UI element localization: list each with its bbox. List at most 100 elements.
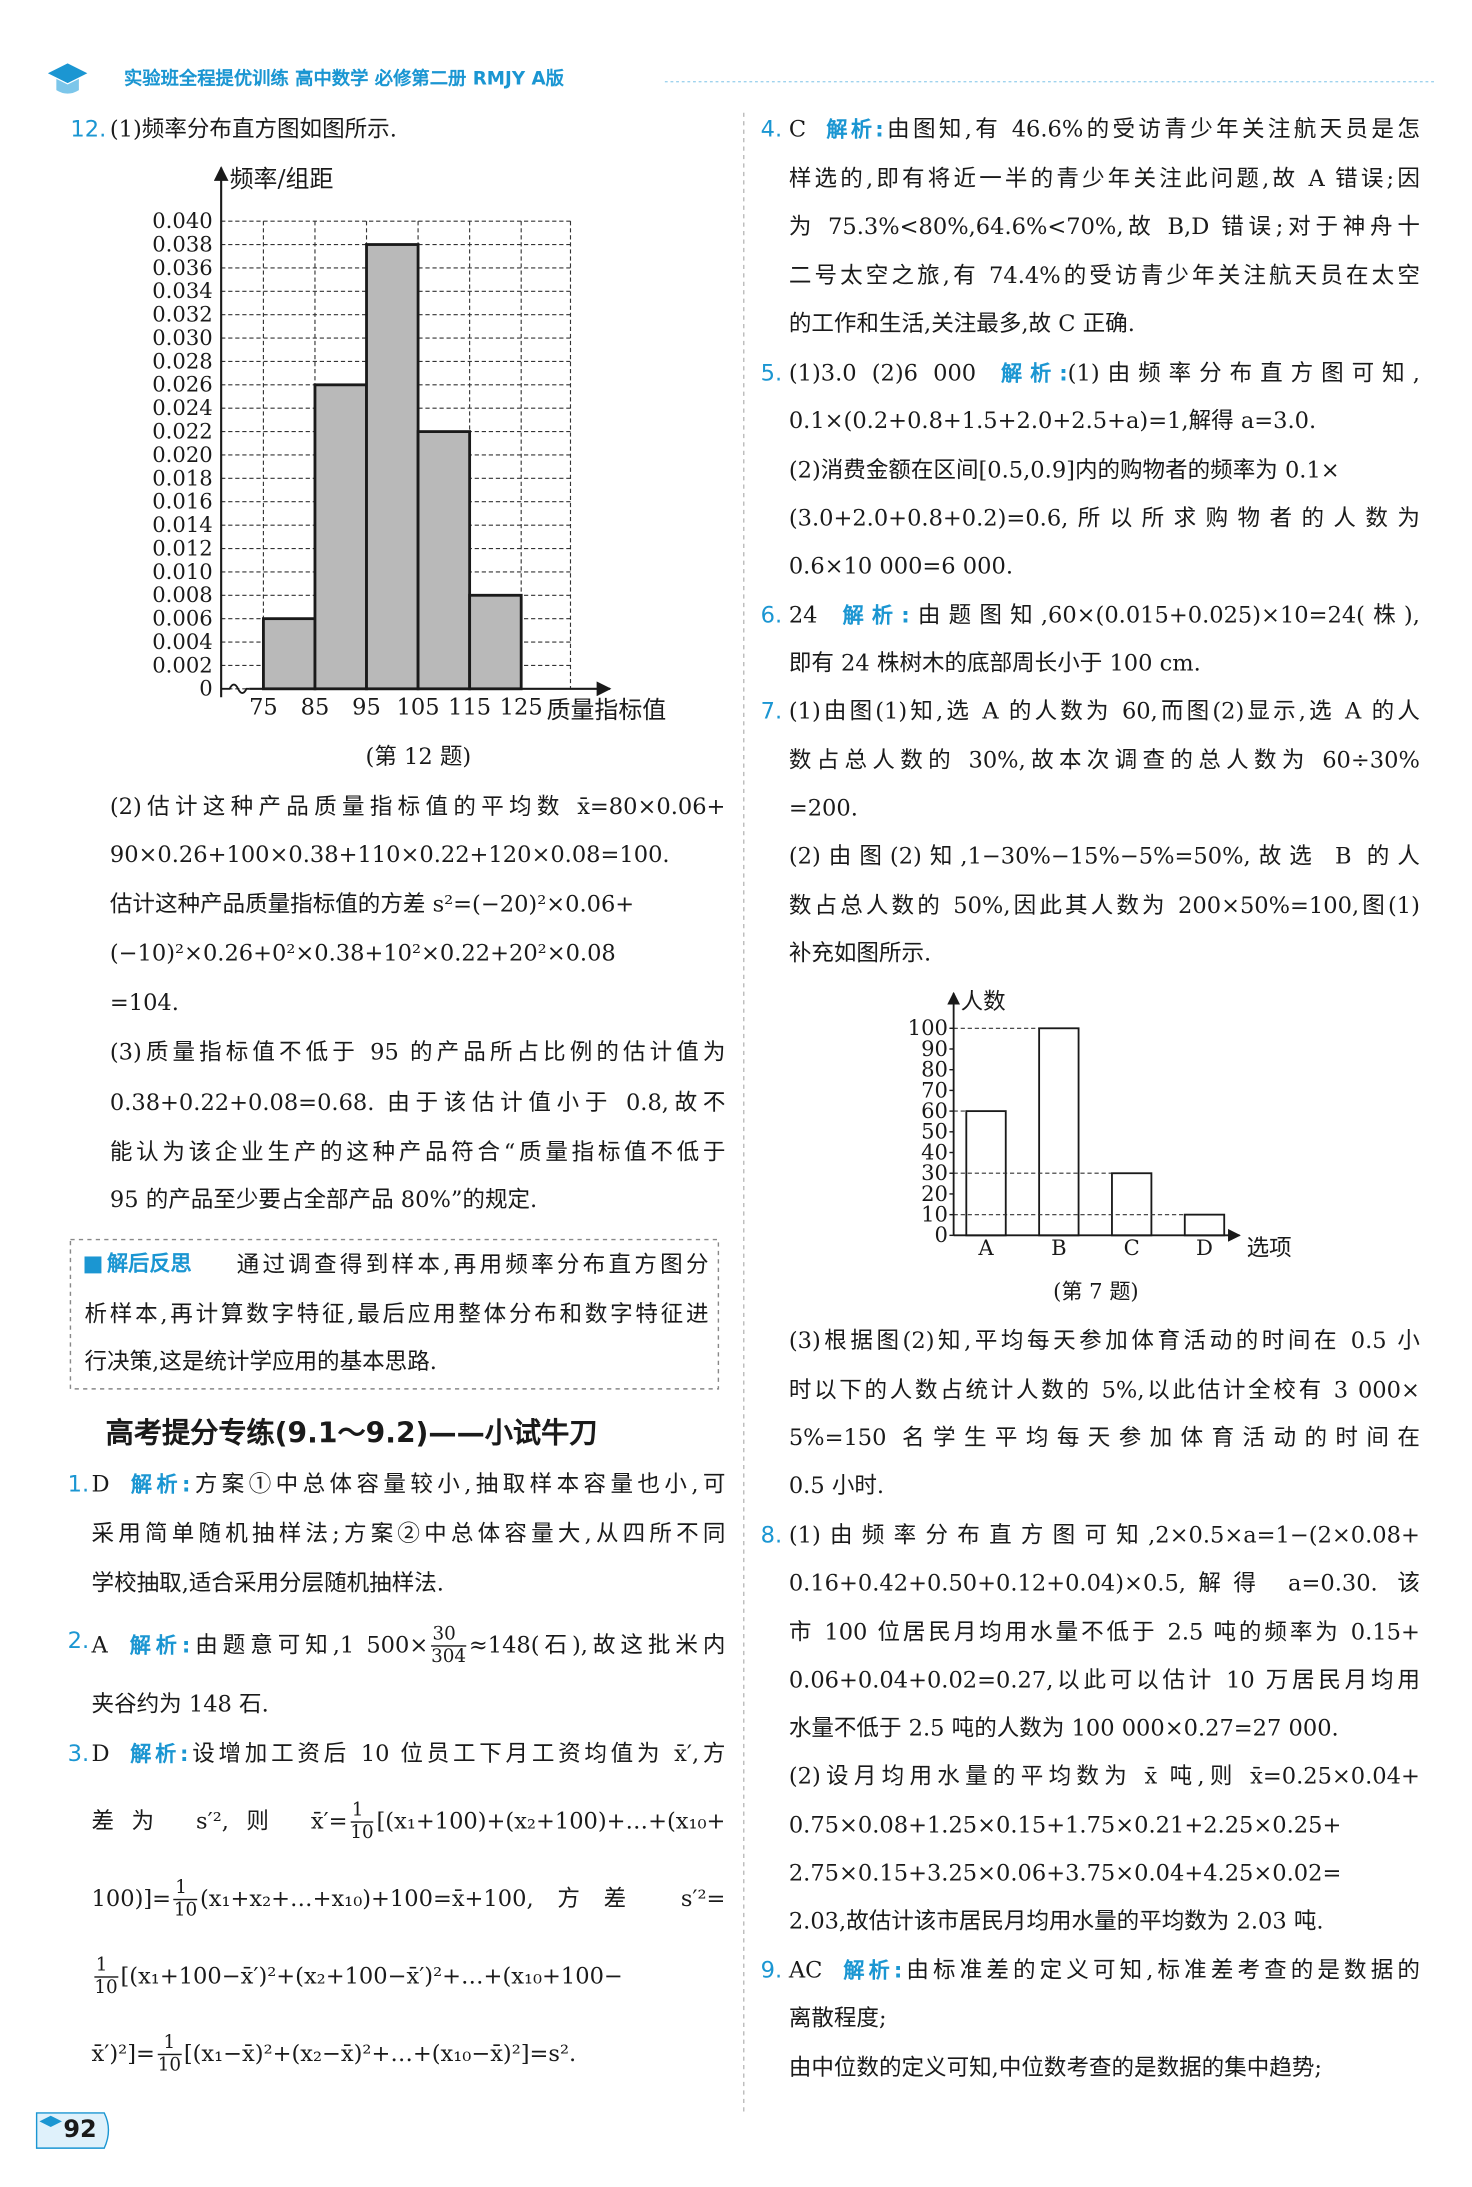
text: (3.0+2.0+0.8+0.2)=0.6,所以所求购物者的人数为 [788,503,1420,531]
y-tick-label: 70 [921,1077,948,1102]
text: 样选的,即有将近一半的青少年关注此问题,故 A 错误;因 [788,164,1420,191]
text: 由题意可知,1 500× [190,1631,429,1658]
text: =200. [788,794,858,822]
numerator: 1 [94,1955,118,1978]
text-line: 90×0.26+100×0.38+110×0.22+120×0.08=100. [110,838,726,872]
text: 行决策,这是统计学应用的基本思路. [84,1348,437,1375]
y-tick-label: 80 [921,1057,948,1082]
text: 夹谷约为 148 石. [91,1690,269,1718]
y-tick-label: 0.040 [152,208,212,233]
text-line: 由中位数的定义可知,中位数考查的是数据的集中趋势; [789,2051,1420,2085]
y-tick-label: 0.030 [152,325,212,350]
y-tick-label: 30 [921,1160,948,1185]
y-tick-label: 0.004 [152,629,212,654]
text: ≈148(石),故这批米内 [468,1631,726,1658]
y-tick-label: 10 [921,1202,948,1227]
y-tick-label: 60 [921,1098,948,1123]
text: 的工作和生活,关注最多,故 C 正确. [788,309,1135,337]
text-line: 时以下的人数占统计人数的 5%,以此估计全校有 3 000× [789,1373,1420,1407]
y-tick-label: 0.032 [152,302,212,327]
text-line: 0.06+0.04+0.02=0.27,以此可以估计 10 万居民月均用 [789,1663,1420,1697]
text: 通过调查得到样本,再用频率分布直方图分 [236,1250,709,1278]
text: 估计这种产品质量指标值的方差 s²=(−20)²×0.06+ [109,890,635,918]
text-line: A 解析:由题意可知,1 500× 30 304 ≈148(石),故这批米内 [92,1624,726,1668]
text-line: (3.0+2.0+0.8+0.2)=0.6,所以所求购物者的人数为 [789,501,1420,535]
section-title: 高考提分专练(9.1～9.2)——小试牛刀 [105,1415,598,1450]
text-line: (2)由图(2)知,1−30%−15%−5%=50%,故选 B 的人 [789,840,1420,874]
answer: C [788,115,807,143]
text-line: 0.16+0.42+0.50+0.12+0.04)×0.5,解得 a=0.30.… [789,1567,1420,1601]
text: 90×0.26+100×0.38+110×0.22+120×0.08=100. [109,840,670,868]
question-number: 5. [760,359,783,386]
text: 0.38+0.22+0.08=0.68. 由于该估计值小于 0.8,故不 [109,1088,726,1116]
text: 为 75.3%<80%,64.6%<70%,故 B,D 错误;对于神舟十 [788,212,1420,240]
text: (2)由图(2)知,1−30%−15%−5%=50%,故选 B 的人 [788,842,1420,870]
text: 设增加工资后 10 位员工下月工资均值为 x̄′,方 [188,1739,726,1767]
analysis-label: 解析: [822,116,884,143]
text: [(x₁−x̄)²+(x₂−x̄)²+…+(x₁₀−x̄)²]=s². [183,2039,577,2067]
text: (1)由频率分布直方图可知,2×0.5×a=1−(2×0.08+ [788,1521,1420,1549]
x-axis-label: 质量指标值 [547,696,667,724]
denominator: 10 [94,1977,118,1999]
text: 2.75×0.15+3.25×0.06+3.75×0.04+4.25×0.02= [788,1859,1342,1886]
text-line: 补充如图所示. [789,937,1420,971]
answer: D [91,1739,110,1767]
text-line: 0.5 小时. [789,1469,1420,1503]
text-line: 0.6×10 000=6 000. [789,549,1420,583]
text-line: 1 10 [(x₁+100−x̄′)²+(x₂+100−x̄′)²+…+(x₁₀+1… [92,1955,726,1999]
text-line: 样选的,即有将近一半的青少年关注此问题,故 A 错误;因 [789,161,1420,195]
text: 由标准差的定义可知,标准差考查的是数据的 [902,1956,1420,1984]
text: 补充如图所示. [788,939,932,967]
x-tick-label: 105 [397,695,440,721]
analysis-label: 解析: [834,602,910,629]
text-line: 二号太空之旅,有 74.4%的受访青少年关注航天员在太空 [789,258,1420,292]
x-tick-label: 85 [301,695,330,721]
text-line: (2)消费金额在区间[0.5,0.9]内的购物者的频率为 0.1× [789,453,1420,487]
reflection-icon [84,1256,102,1274]
text: 0.6×10 000=6 000. [788,552,1013,579]
text: [(x₁+100−x̄′)²+(x₂+100−x̄′)²+…+(x₁₀+100− [120,1962,623,1989]
y-tick-label: 0.034 [152,278,212,303]
denominator: 10 [173,1900,198,1922]
text: 市 100 位居民月均用水量不低于 2.5 吨的频率为 0.15+ [788,1617,1420,1645]
text-line: 能认为该企业生产的这种产品符合“质量指标值不低于 [110,1135,726,1169]
y-tick-label: 0 [199,676,212,701]
text: x̄′)²]= [91,2039,155,2067]
answer: 24 [788,601,818,629]
text-line: 差为 s′²,则 x̄′= 1 10 [(x₁+100)+(x₂+100)+…+(x₁… [92,1800,726,1844]
text-line: C 解析:由图知,有 46.6%的受访青少年关注航天员是怎 [789,113,1420,147]
text: 二号太空之旅,有 74.4%的受访青少年关注航天员在太空 [788,261,1420,289]
answer: (1)3.0 (2)6 000 [788,359,977,386]
figure-caption: (第 7 题) [1053,1279,1139,1304]
text: 数占总人数的 30%,故本次调查的总人数为 60÷30% [788,746,1420,774]
y-tick-label: 90 [921,1036,948,1061]
fraction: 1 10 [350,1800,374,1844]
text-line: 离散程度; [789,2002,1420,2036]
text: (3)根据图(2)知,平均每天参加体育活动的时间在 0.5 小 [788,1326,1420,1354]
text: (2)设月均用水量的平均数为 x̄ 吨,则 x̄=0.25×0.04+ [788,1762,1420,1790]
text-line: 水量不低于 2.5 吨的人数为 100 000×0.27=27 000. [789,1711,1420,1745]
question-number: 9. [760,1956,783,1984]
text: (1)由图(1)知,选 A 的人数为 60,而图(2)显示,选 A 的人 [788,697,1420,725]
fraction: 30 304 [431,1624,467,1668]
text-line: (1)由图(1)知,选 A 的人数为 60,而图(2)显示,选 A 的人 [789,694,1420,728]
text-line: 0.1×(0.2+0.8+1.5+2.0+2.5+a)=1,解得 a=3.0. [789,405,1420,439]
question-number: 8. [760,1521,783,1549]
text: 由中位数的定义可知,中位数考查的是数据的集中趋势; [788,2053,1322,2081]
text-line: 0.38+0.22+0.08=0.68. 由于该估计值小于 0.8,故不 [110,1086,726,1120]
denominator: 10 [350,1822,374,1844]
axis-break [221,683,250,694]
text-line: D 解析:设增加工资后 10 位员工下月工资均值为 x̄′,方 [92,1737,726,1771]
text-line: 2.03,故估计该市居民月均用水量的平均数为 2.03 吨. [789,1904,1420,1938]
text: 0.1×(0.2+0.8+1.5+2.0+2.5+a)=1,解得 a=3.0. [788,407,1317,435]
analysis-label: 解析: [839,1957,903,1984]
y-tick-label: 0.018 [152,465,212,490]
x-tick-label: D [1196,1235,1213,1260]
text: 2.03,故估计该市居民月均用水量的平均数为 2.03 吨. [788,1907,1324,1935]
header-title: 实验班全程提优训练 高中数学 必修第二册 RMJY A版 [123,69,564,91]
denominator: 304 [431,1646,467,1668]
y-tick-label: 20 [921,1181,948,1206]
y-tick-label: 50 [921,1119,948,1144]
text: 水量不低于 2.5 吨的人数为 100 000×0.27=27 000. [788,1714,1339,1742]
text: (1)频率分布直方图如图所示. [109,115,397,143]
